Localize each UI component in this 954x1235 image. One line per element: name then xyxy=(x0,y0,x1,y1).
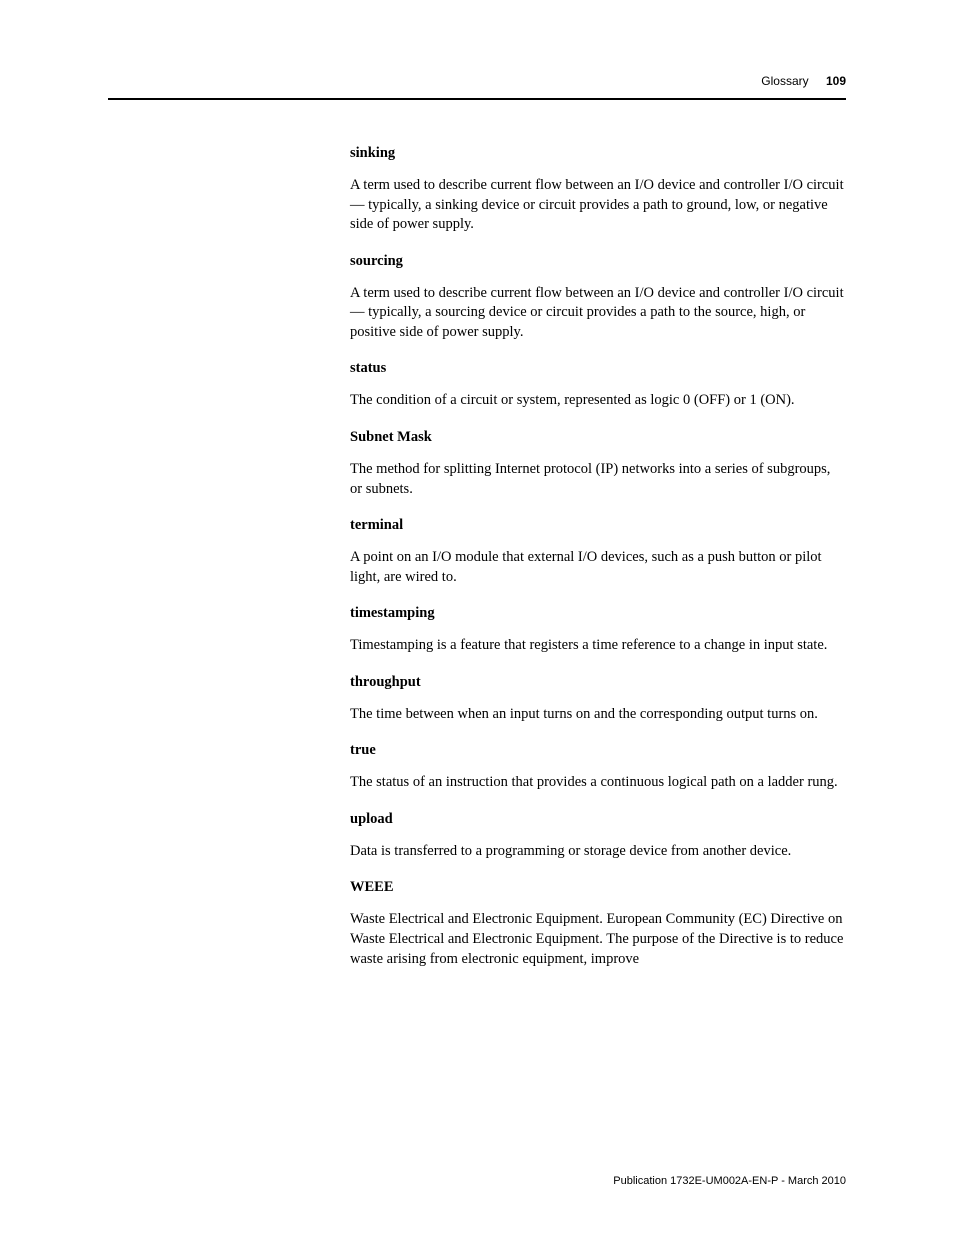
glossary-term: terminal xyxy=(350,517,846,534)
glossary-term: WEEE xyxy=(350,879,846,896)
glossary-definition: A term used to describe current flow bet… xyxy=(350,284,846,343)
glossary-term: Subnet Mask xyxy=(350,429,846,446)
page-footer: Publication 1732E-UM002A-EN-P - March 20… xyxy=(613,1175,846,1187)
glossary-term: sourcing xyxy=(350,253,846,270)
glossary-term: sinking xyxy=(350,145,846,162)
glossary-definition: Data is transferred to a programming or … xyxy=(350,842,846,862)
glossary-definition: Timestamping is a feature that registers… xyxy=(350,636,846,656)
glossary-definition: Waste Electrical and Electronic Equipmen… xyxy=(350,910,846,969)
page-header: Glossary 109 xyxy=(108,72,846,90)
glossary-term: throughput xyxy=(350,674,846,691)
glossary-definition: The condition of a circuit or system, re… xyxy=(350,391,846,411)
header-rule xyxy=(108,98,846,100)
glossary-term: true xyxy=(350,742,846,759)
glossary-definition: A point on an I/O module that external I… xyxy=(350,548,846,587)
glossary-definition: A term used to describe current flow bet… xyxy=(350,176,846,235)
glossary-term: timestamping xyxy=(350,605,846,622)
glossary-definition: The status of an instruction that provid… xyxy=(350,773,846,793)
glossary-definition: The method for splitting Internet protoc… xyxy=(350,460,846,499)
glossary-definition: The time between when an input turns on … xyxy=(350,705,846,725)
glossary-term: status xyxy=(350,360,846,377)
publication-info: Publication 1732E-UM002A-EN-P - March 20… xyxy=(613,1175,846,1187)
glossary-content: sinking A term used to describe current … xyxy=(350,145,846,969)
header-text: Glossary 109 xyxy=(761,74,846,88)
page-number: 109 xyxy=(826,74,846,88)
glossary-term: upload xyxy=(350,811,846,828)
section-label: Glossary xyxy=(761,74,808,88)
page-container: Glossary 109 sinking A term used to desc… xyxy=(0,0,954,1235)
